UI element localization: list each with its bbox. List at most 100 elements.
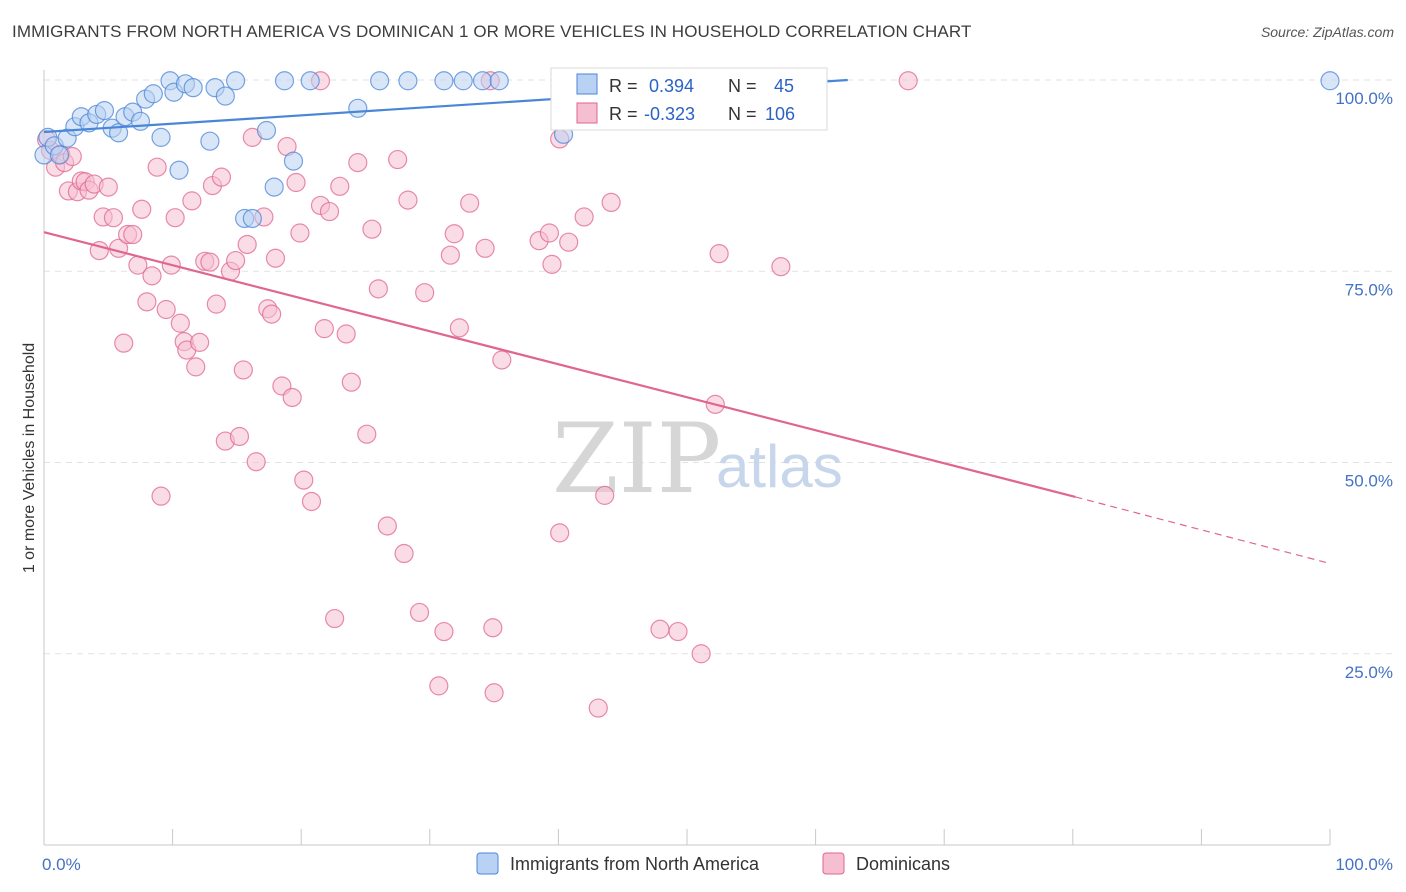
north-america-point-23	[200, 131, 220, 151]
dominicans-point-56	[290, 223, 310, 243]
dominicans-point-91	[559, 232, 579, 252]
north-america-point-22	[183, 78, 203, 98]
dominicans-point-71	[388, 149, 408, 170]
legend-n-label-pink: N =	[728, 104, 757, 124]
dominicans-point-57	[294, 470, 314, 490]
legend-item-north-america-label: Immigrants from North America	[510, 854, 760, 874]
north-america-point-44	[1320, 71, 1340, 91]
dominicans-point-47	[246, 452, 266, 472]
dominicans-point-51	[265, 248, 286, 268]
dominicans-point-88	[542, 254, 562, 274]
legend-swatch-pink	[576, 102, 598, 124]
trend-line-dominicans-extension	[1075, 496, 1331, 565]
legend-item-dominicans-swatch	[822, 852, 845, 875]
dominicans-point-78	[440, 245, 460, 265]
dominicans-point-101	[771, 257, 791, 277]
dominicans-point-24	[147, 157, 167, 177]
north-america-point-14	[130, 111, 151, 131]
dominicans-point-87	[539, 223, 559, 243]
watermark: ZIP atlas	[552, 403, 843, 515]
legend-r-label-pink: R =	[609, 104, 638, 124]
dominicans-point-94	[595, 485, 615, 505]
dominicans-point-55	[286, 172, 306, 193]
north-america-point-34	[348, 98, 368, 118]
north-america-point-25	[215, 86, 235, 106]
north-america-point-20	[169, 160, 189, 180]
dominicans-point-77	[434, 621, 454, 642]
dominicans-point-70	[377, 516, 397, 536]
dominicans-point-73	[398, 190, 418, 210]
dominicans-point-65	[341, 372, 361, 392]
legend-r-value-pink: -0.323	[644, 104, 695, 124]
dominicans-point-69	[368, 279, 388, 299]
watermark-zip: ZIP	[552, 403, 721, 515]
dominicans-point-50	[262, 304, 282, 324]
dominicans-point-23	[142, 266, 162, 286]
dominicans-point-28	[165, 208, 185, 228]
dominicans-point-45	[237, 234, 257, 255]
dominicans-point-32	[182, 191, 202, 211]
dominicans-point-17	[114, 333, 134, 353]
dominicans-point-95	[601, 192, 621, 212]
dominicans-point-93	[588, 698, 608, 718]
dominicans-point-92	[574, 207, 594, 227]
x-axis-ticks	[43, 829, 1331, 845]
legend-r-value-blue: 0.394	[644, 76, 694, 96]
legend-r-label-blue: R =	[609, 76, 638, 96]
dominicans-point-76	[429, 676, 449, 696]
series-legend: Immigrants from North America Dominicans	[476, 852, 950, 875]
dominicans-point-42	[226, 250, 246, 271]
dominicans-point-63	[330, 176, 350, 196]
dominicans-point-36	[200, 252, 220, 272]
dominicans-point-84	[484, 683, 504, 703]
dominicans-point-81	[460, 193, 480, 213]
north-america-point-40	[489, 71, 509, 91]
north-america-point-17	[151, 127, 171, 147]
legend-item-north-america-swatch	[476, 852, 499, 875]
y-tick-label-0: 100.0%	[1335, 89, 1393, 108]
x-tick-label-min: 0.0%	[42, 855, 81, 874]
watermark-atlas: atlas	[716, 433, 843, 500]
dominicans-point-60	[314, 319, 334, 339]
north-america-point-3	[49, 145, 70, 165]
dominicans-point-83	[483, 618, 503, 638]
y-tick-labels: 100.0% 75.0% 50.0% 25.0%	[1335, 89, 1393, 682]
dominicans-point-43	[229, 426, 250, 447]
dominicans-point-44	[233, 360, 253, 380]
north-america-point-28	[242, 208, 262, 229]
north-america-point-36	[398, 71, 418, 91]
y-tick-label-2: 50.0%	[1345, 472, 1393, 491]
north-america-point-26	[226, 71, 246, 91]
dominicans-point-74	[409, 602, 430, 623]
dominicans-point-89	[550, 523, 570, 543]
dominicans-point-100	[709, 244, 729, 264]
legend-n-label-blue: N =	[728, 76, 757, 96]
north-america-point-9	[94, 100, 115, 121]
dominicans-point-96	[650, 619, 670, 639]
chart-source: Source: ZipAtlas.com	[1260, 24, 1394, 40]
dominicans-point-21	[132, 199, 152, 219]
dominicans-point-79	[444, 224, 464, 244]
series-dominicans-points	[36, 71, 918, 718]
dominicans-point-85	[492, 350, 512, 370]
dominicans-point-97	[668, 621, 688, 642]
dominicans-point-80	[449, 318, 469, 338]
dominicans-point-102	[898, 71, 918, 91]
dominicans-point-58	[301, 491, 322, 512]
dominicans-point-54	[282, 387, 302, 408]
north-america-point-31	[274, 71, 295, 91]
dominicans-point-66	[348, 153, 368, 173]
dominicans-point-64	[336, 324, 356, 344]
dominicans-point-15	[103, 208, 124, 228]
dominicans-point-82	[475, 238, 495, 258]
dominicans-point-62	[325, 608, 345, 629]
dominicans-point-14	[98, 177, 118, 197]
legend-n-value-pink: 106	[765, 104, 795, 124]
dominicans-point-19	[123, 224, 143, 245]
north-america-point-37	[434, 71, 454, 91]
dominicans-point-67	[357, 424, 377, 444]
legend-swatch-blue	[576, 73, 598, 95]
dominicans-point-75	[415, 283, 435, 303]
dominicans-point-68	[362, 219, 382, 239]
